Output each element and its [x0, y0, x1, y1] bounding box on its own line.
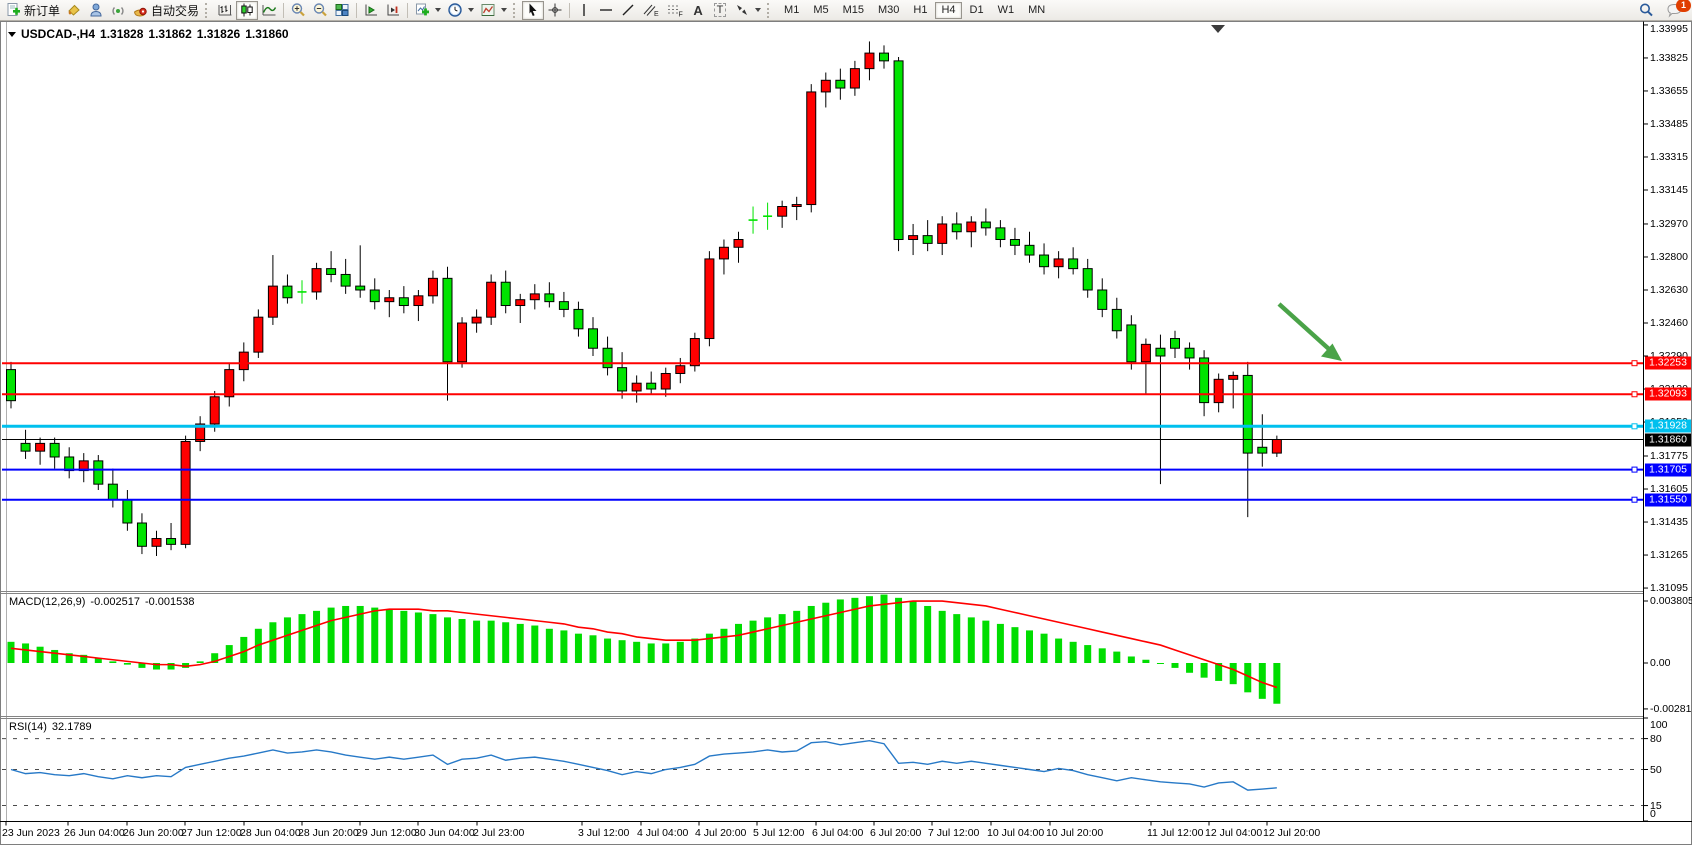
signals-button[interactable]: [107, 1, 129, 20]
crosshair-button[interactable]: [544, 1, 566, 20]
text-tool-button[interactable]: A: [687, 1, 709, 20]
sell-signal-arrow[interactable]: [1277, 302, 1332, 352]
equidistant-channel-button[interactable]: E: [639, 1, 663, 20]
tile-windows-button[interactable]: [331, 1, 353, 20]
new-order-icon: [5, 2, 21, 18]
macd-signal-line: [10, 600, 1278, 689]
cyan-level-line-handle[interactable]: [1631, 423, 1638, 430]
styles-button[interactable]: [63, 1, 85, 20]
cursor-button[interactable]: [522, 0, 545, 20]
sell-signal-arrow-head: [1321, 343, 1342, 361]
toolbar-grip[interactable]: [205, 2, 210, 18]
horizontal-line-button[interactable]: [595, 1, 617, 20]
toolbar-separator: [569, 2, 571, 18]
chevron-down-icon: [755, 8, 762, 12]
notification-count-badge: 1: [1676, 0, 1691, 12]
new-chart-button[interactable]: [411, 1, 444, 20]
auto-scroll-icon: [385, 2, 401, 18]
timeframe-toolbar: M1 M5 M15 M30 H1 H4 D1 W1 MN: [778, 1, 1051, 19]
toolbar-right: 1: [1635, 0, 1691, 20]
crosshair-icon: [547, 2, 563, 18]
arrows-icon: [734, 2, 750, 18]
search-button[interactable]: [1635, 1, 1657, 20]
zoom-out-button[interactable]: [309, 1, 331, 20]
candlestick-icon: [239, 2, 255, 18]
fibonacci-button[interactable]: F: [663, 1, 687, 20]
search-icon: [1638, 2, 1654, 18]
resistance-line-upper-handle[interactable]: [1631, 360, 1638, 367]
timeframe-d1-button[interactable]: D1: [964, 2, 990, 19]
toolbar-grip[interactable]: [767, 2, 772, 18]
svg-text:F: F: [679, 12, 683, 19]
toolbar-separator: [407, 2, 409, 18]
bar-chart-button[interactable]: [214, 1, 236, 20]
text-icon: A: [693, 2, 703, 18]
timeframe-m1-button[interactable]: M1: [778, 2, 805, 19]
chart-shift-button[interactable]: [360, 1, 382, 20]
top-toolbar: 新订单 自动交易: [0, 0, 1692, 21]
chart-shift-icon: [363, 2, 379, 18]
person-upload-icon: [88, 2, 104, 18]
trendline-icon: [620, 2, 636, 18]
channel-icon: E: [642, 2, 660, 18]
support-line-lower-handle[interactable]: [1631, 496, 1638, 503]
toolbar-separator: [283, 2, 285, 18]
fibonacci-icon: F: [666, 2, 684, 18]
signal-icon: [110, 2, 126, 18]
macd-histogram: [7, 594, 1281, 704]
new-order-button[interactable]: 新订单: [2, 1, 63, 20]
svg-text:E: E: [654, 11, 659, 18]
zoom-in-button[interactable]: [287, 1, 309, 20]
timeframe-h4-button[interactable]: H4: [935, 1, 962, 19]
timeframe-w1-button[interactable]: W1: [992, 2, 1021, 19]
period-button[interactable]: [444, 1, 477, 20]
new-chart-icon: [414, 2, 430, 18]
template-icon: [480, 2, 496, 18]
notifications-button[interactable]: 1: [1663, 0, 1691, 20]
auto-scroll-button[interactable]: [382, 1, 404, 20]
zoom-out-icon: [312, 2, 328, 18]
bar-chart-icon: [217, 2, 233, 18]
price-chart-canvas[interactable]: [0, 21, 1692, 845]
timeframe-mn-button[interactable]: MN: [1022, 2, 1051, 19]
clock-icon: [447, 2, 463, 18]
chart-shift-marker[interactable]: [1211, 25, 1225, 33]
template-button[interactable]: [477, 1, 510, 20]
timeframe-m30-button[interactable]: M30: [872, 2, 905, 19]
arrows-tool-button[interactable]: [731, 1, 764, 20]
vertical-line-button[interactable]: [573, 1, 595, 20]
chevron-down-icon: [435, 8, 442, 12]
line-chart-button[interactable]: [258, 1, 280, 20]
auto-trading-button[interactable]: 自动交易: [129, 1, 202, 20]
timeframe-m15-button[interactable]: M15: [837, 2, 870, 19]
candlestick-chart-button[interactable]: [236, 0, 259, 20]
horizontal-line-icon: [598, 2, 614, 18]
toolbar-grip[interactable]: [513, 2, 518, 18]
vertical-line-icon: [577, 2, 591, 18]
text-label-icon: T: [713, 3, 727, 17]
paint-bucket-icon: [66, 2, 82, 18]
text-label-button[interactable]: T: [709, 1, 731, 20]
tile-windows-icon: [334, 2, 350, 18]
resistance-line-lower-handle[interactable]: [1631, 391, 1638, 398]
candles: [6, 41, 1282, 557]
zoom-in-icon: [290, 2, 306, 18]
chevron-down-icon: [468, 8, 475, 12]
chart-frame: [0, 21, 1692, 845]
support-line-upper-handle[interactable]: [1631, 466, 1638, 473]
line-chart-icon: [261, 2, 277, 18]
timeframe-m5-button[interactable]: M5: [807, 2, 834, 19]
publish-button[interactable]: [85, 1, 107, 20]
timeframe-h1-button[interactable]: H1: [907, 2, 933, 19]
toolbar-separator: [356, 2, 358, 18]
cursor-arrow-icon: [525, 2, 541, 18]
auto-trading-label: 自动交易: [151, 3, 200, 18]
new-order-label: 新订单: [24, 3, 61, 18]
chevron-down-icon: [501, 8, 508, 12]
rsi-line: [10, 739, 1277, 791]
auto-trading-icon: [132, 2, 148, 18]
trendline-button[interactable]: [617, 1, 639, 20]
